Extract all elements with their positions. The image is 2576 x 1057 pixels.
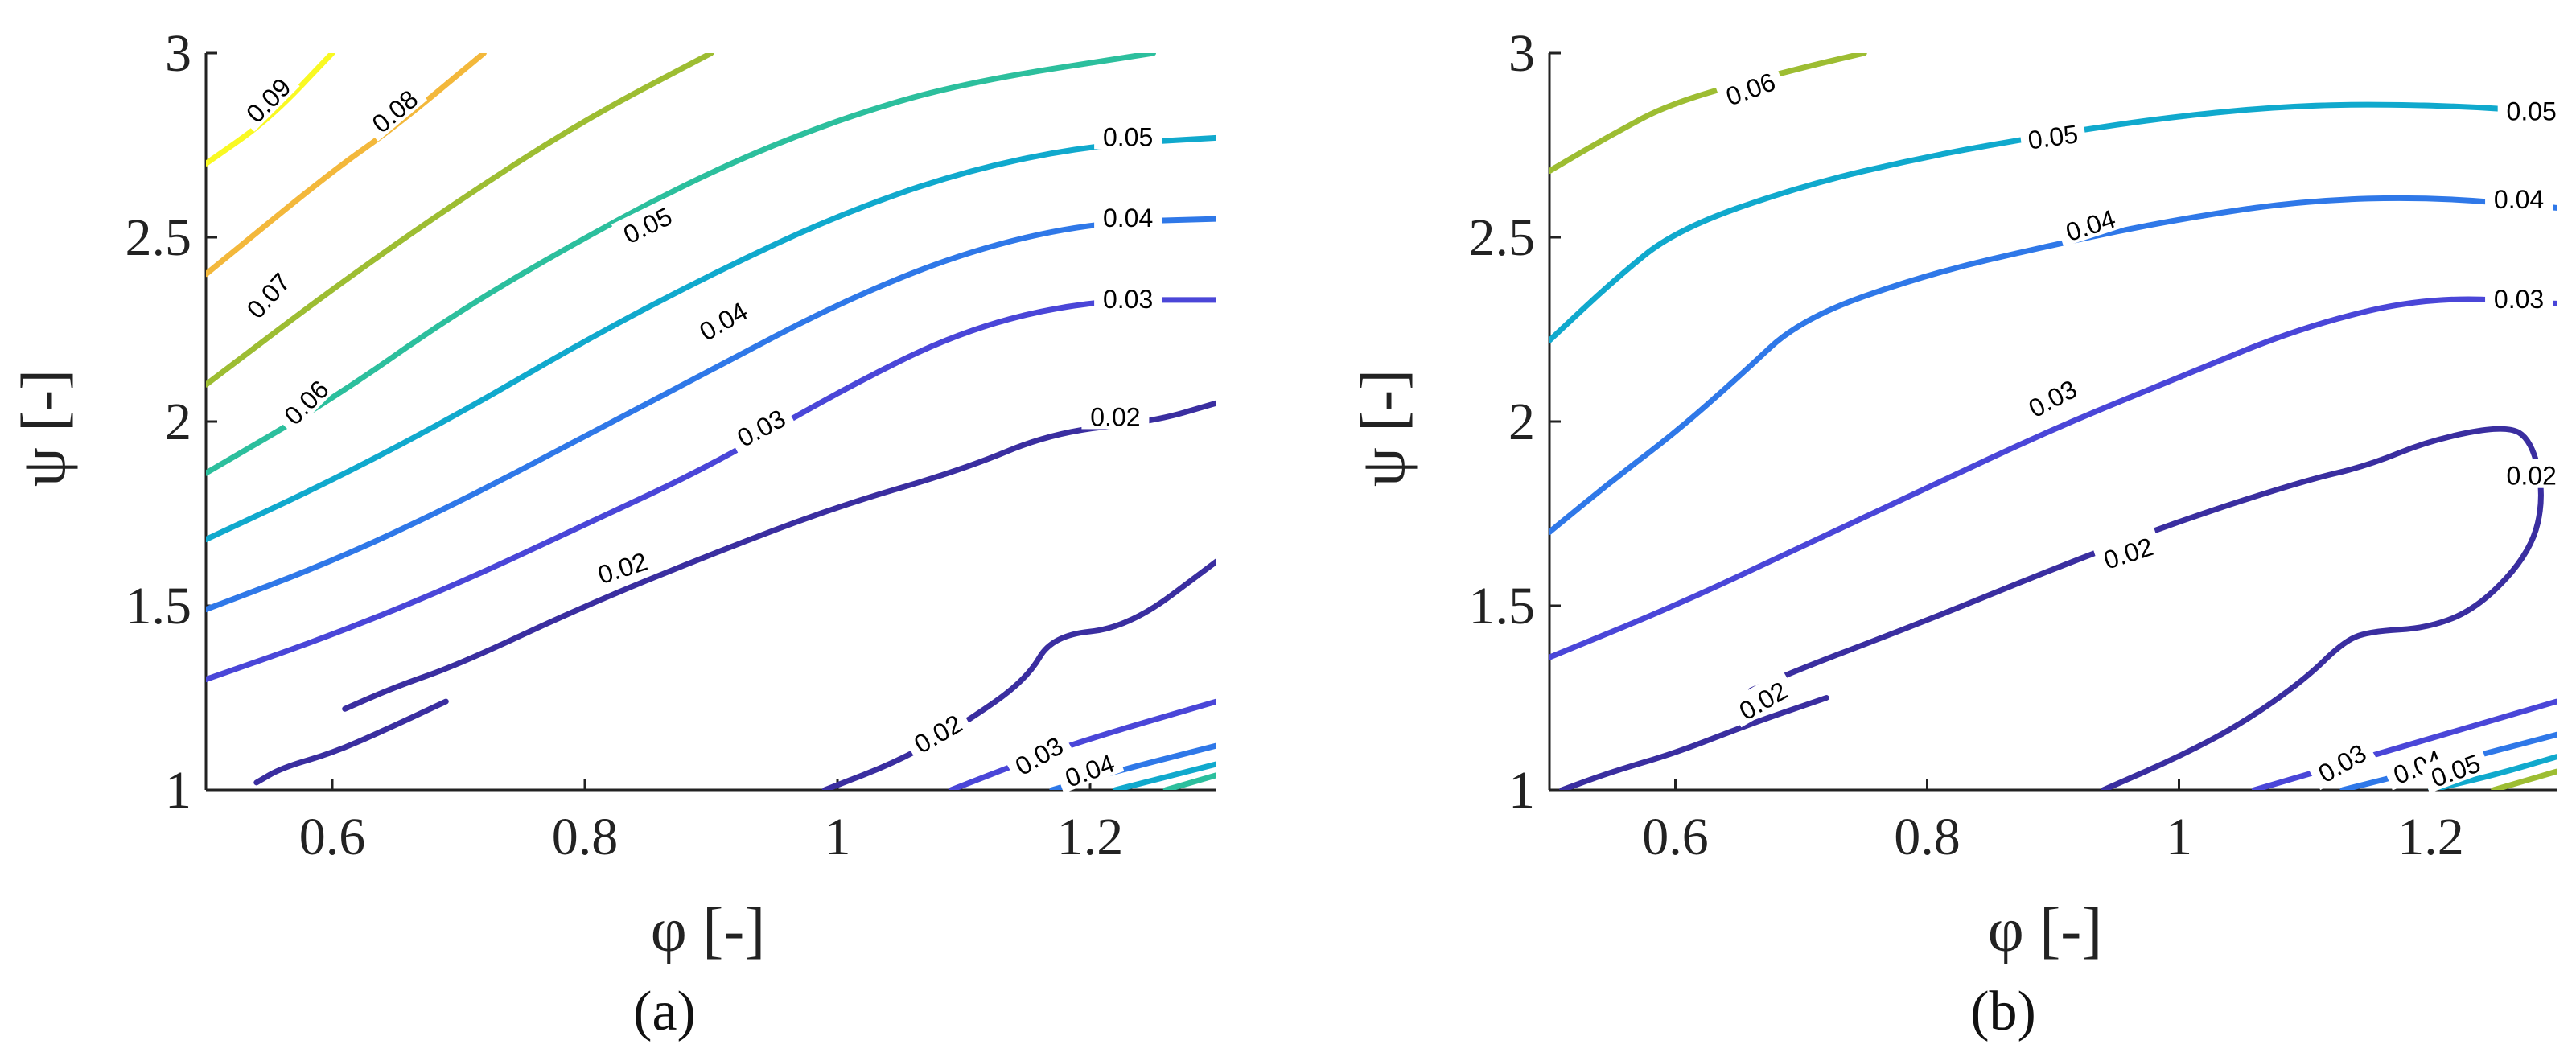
contour-label: 0.04 xyxy=(2062,204,2118,247)
contour-label-bg xyxy=(1726,670,1797,728)
x-tick-label: 0.6 xyxy=(1642,808,1709,866)
contour-line-0.05 xyxy=(1549,101,2557,343)
contour-label-bg xyxy=(271,368,338,434)
contour-line-0.05 xyxy=(1112,761,1216,790)
contour-label: 0.04 xyxy=(2494,185,2544,214)
contour-line-0.02 xyxy=(253,698,449,786)
contour-label: 0.03 xyxy=(2494,285,2544,314)
contour-label-bg xyxy=(2381,739,2453,791)
y-tick-label: 1.5 xyxy=(1469,577,1536,635)
contour-label: 0.02 xyxy=(2100,532,2156,574)
contour-label-bg xyxy=(2419,743,2491,793)
panel-b-label: (b) xyxy=(1970,981,2036,1043)
panel-b-ylabel: ψ [-] xyxy=(1348,369,1418,487)
contour-line-0.03 xyxy=(206,297,1216,683)
contour-label-bg xyxy=(233,65,300,132)
contour-label-bg xyxy=(2055,199,2125,247)
x-tick-label: 1 xyxy=(825,808,851,866)
contour-line-0.02 xyxy=(342,400,1216,712)
contour-line-0.03 xyxy=(1549,296,2557,660)
x-tick-label: 0.8 xyxy=(1894,808,1961,866)
contour-line-0.04 xyxy=(1549,195,2557,535)
x-tick-label: 0.6 xyxy=(299,808,366,866)
panel-a-ylabel: ψ [-] xyxy=(8,369,78,487)
contour-label-bg xyxy=(1081,400,1150,430)
contour-label-bg xyxy=(1094,120,1162,150)
contour-label-bg xyxy=(1053,743,1125,793)
contour-line-0.06 xyxy=(2491,768,2557,790)
contour-line-0.06 xyxy=(1549,53,1867,175)
contour-label-bg xyxy=(1002,725,1073,783)
x-tick-label: 0.8 xyxy=(552,808,619,866)
contour-label-bg xyxy=(1714,62,1785,112)
contour-label-bg xyxy=(2018,115,2087,154)
x-tick-label: 1 xyxy=(2166,808,2192,866)
y-tick-label: 2 xyxy=(1508,393,1535,451)
contour-label-bg xyxy=(611,195,682,251)
contour-line-0.08 xyxy=(206,53,487,278)
contour-label: 0.05 xyxy=(1103,122,1153,151)
panel-b-xlabel: φ [-] xyxy=(1988,895,2102,964)
panel-b-plot: 0.6 0.8 1 1.211.522.530.020.020.030.030.040… xyxy=(1469,24,2566,866)
panel-a-plot: 0.6 0.8 1 1.211.522.530.020.020.030.030.040… xyxy=(126,24,1216,866)
contour-lines xyxy=(206,53,1216,790)
contour-label: 0.02 xyxy=(2507,462,2557,491)
contour-label-bg xyxy=(2092,527,2163,575)
contour-line-0.06 xyxy=(1162,772,1216,790)
panel-b: 0.6 0.8 1 1.211.522.530.020.020.030.030.040… xyxy=(1348,24,2566,1043)
contour-label-bg xyxy=(2306,732,2376,791)
panel-a-label: (a) xyxy=(633,981,696,1043)
panel-a-xlabel: φ [-] xyxy=(651,895,765,964)
x-tick-label: 1.2 xyxy=(1057,808,1124,866)
contour-line-0.07 xyxy=(206,53,714,388)
contour-label-bg xyxy=(586,541,657,590)
y-tick-label: 1 xyxy=(1508,761,1535,820)
contour-label-bg xyxy=(2497,94,2566,124)
contour-line-0.02 xyxy=(1747,426,2544,790)
contour-line-0.09 xyxy=(206,53,335,167)
contour-label: 0.05 xyxy=(2027,119,2080,154)
contour-label-bg xyxy=(1094,282,1162,311)
contour-label-bg xyxy=(2497,459,2566,488)
y-tick-label: 2.5 xyxy=(126,208,192,267)
contour-line-0.05 xyxy=(206,134,1216,543)
contour-line-0.02 xyxy=(821,558,1216,790)
y-tick-label: 1 xyxy=(165,761,191,820)
y-tick-label: 3 xyxy=(165,24,191,83)
contour-line-0.02 xyxy=(1559,695,1829,790)
contour-label: 0.05 xyxy=(2507,97,2557,125)
contour-label-bg xyxy=(2485,282,2553,311)
contour-label-bg xyxy=(359,77,428,142)
contour-label: 0.02 xyxy=(1090,402,1140,431)
y-tick-label: 2 xyxy=(165,393,191,451)
contour-label-bg xyxy=(234,260,299,328)
contour-label-bg xyxy=(901,703,973,761)
y-tick-label: 1.5 xyxy=(126,577,192,635)
contour-label-bg xyxy=(2485,183,2553,212)
contour-label: 0.03 xyxy=(1103,285,1153,314)
contour-label-bg xyxy=(687,290,758,348)
contour-label: 0.04 xyxy=(1103,204,1153,232)
y-tick-label: 2.5 xyxy=(1469,208,1536,267)
y-tick-label: 3 xyxy=(1508,24,1535,83)
contour-line-0.06 xyxy=(206,53,1156,476)
x-tick-label: 1.2 xyxy=(2397,808,2464,866)
contour-label-bg xyxy=(1094,201,1162,231)
contour-line-0.04 xyxy=(206,216,1216,613)
contour-label: 0.06 xyxy=(1722,67,1780,111)
panel-a: 0.6 0.8 1 1.211.522.530.020.020.030.030.040… xyxy=(8,24,1216,1043)
contour-label-bg xyxy=(725,397,796,454)
contour-lines xyxy=(1549,53,2557,790)
contour-label-bg xyxy=(2016,368,2087,425)
